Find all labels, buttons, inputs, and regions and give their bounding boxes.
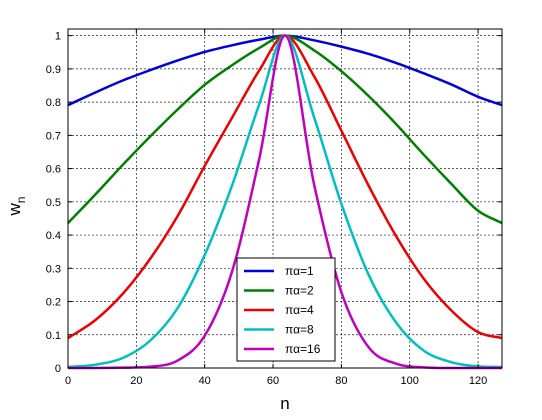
x-tick-label: 60 [267,375,279,387]
legend-label-3: πα=4 [285,303,314,317]
legend-label-2: πα=2 [285,284,314,298]
y-tick-label: 0.2 [46,297,61,309]
x-tick-labels: 0 20 40 60 80 100 120 [65,375,487,387]
legend: πα=1 πα=2 πα=4 πα=8 πα=16 [236,257,336,362]
y-axis-title-main: w [5,202,24,216]
y-tick-label: 0.1 [46,330,61,342]
x-tick-label: 20 [130,375,142,387]
x-tick-label: 0 [65,375,71,387]
legend-items: πα=1 πα=2 πα=4 πα=8 πα=16 [244,264,321,356]
x-tick-label: 40 [199,375,211,387]
y-axis-title: wn [5,197,28,217]
y-tick-label: 0.8 [46,97,61,109]
y-tick-label: 1 [55,31,61,43]
series-line-5 [68,34,502,370]
plot-frame [67,28,503,369]
axis-ticks [67,29,502,369]
y-tick-label: 0.6 [46,164,61,176]
legend-label-4: πα=8 [285,323,314,337]
series-lines [67,34,503,370]
y-tick-label: 0.9 [46,64,61,76]
x-tick-label: 100 [401,375,419,387]
legend-label-1: πα=1 [285,264,314,278]
y-tick-label: 0.5 [46,197,61,209]
y-tick-label: 0 [55,363,61,375]
y-axis-title-subscript: n [14,197,28,204]
y-tick-labels: 0 0.1 0.2 0.3 0.4 0.5 0.6 0.7 0.8 0.9 1 [46,31,61,375]
legend-label-5: πα=16 [285,342,321,356]
y-tick-label: 0.3 [46,263,61,275]
x-tick-label: 120 [469,375,487,387]
x-axis-title: n [280,394,289,413]
x-tick-label: 80 [335,375,347,387]
y-tick-label: 0.4 [46,230,61,242]
y-tick-label: 0.7 [46,130,61,142]
